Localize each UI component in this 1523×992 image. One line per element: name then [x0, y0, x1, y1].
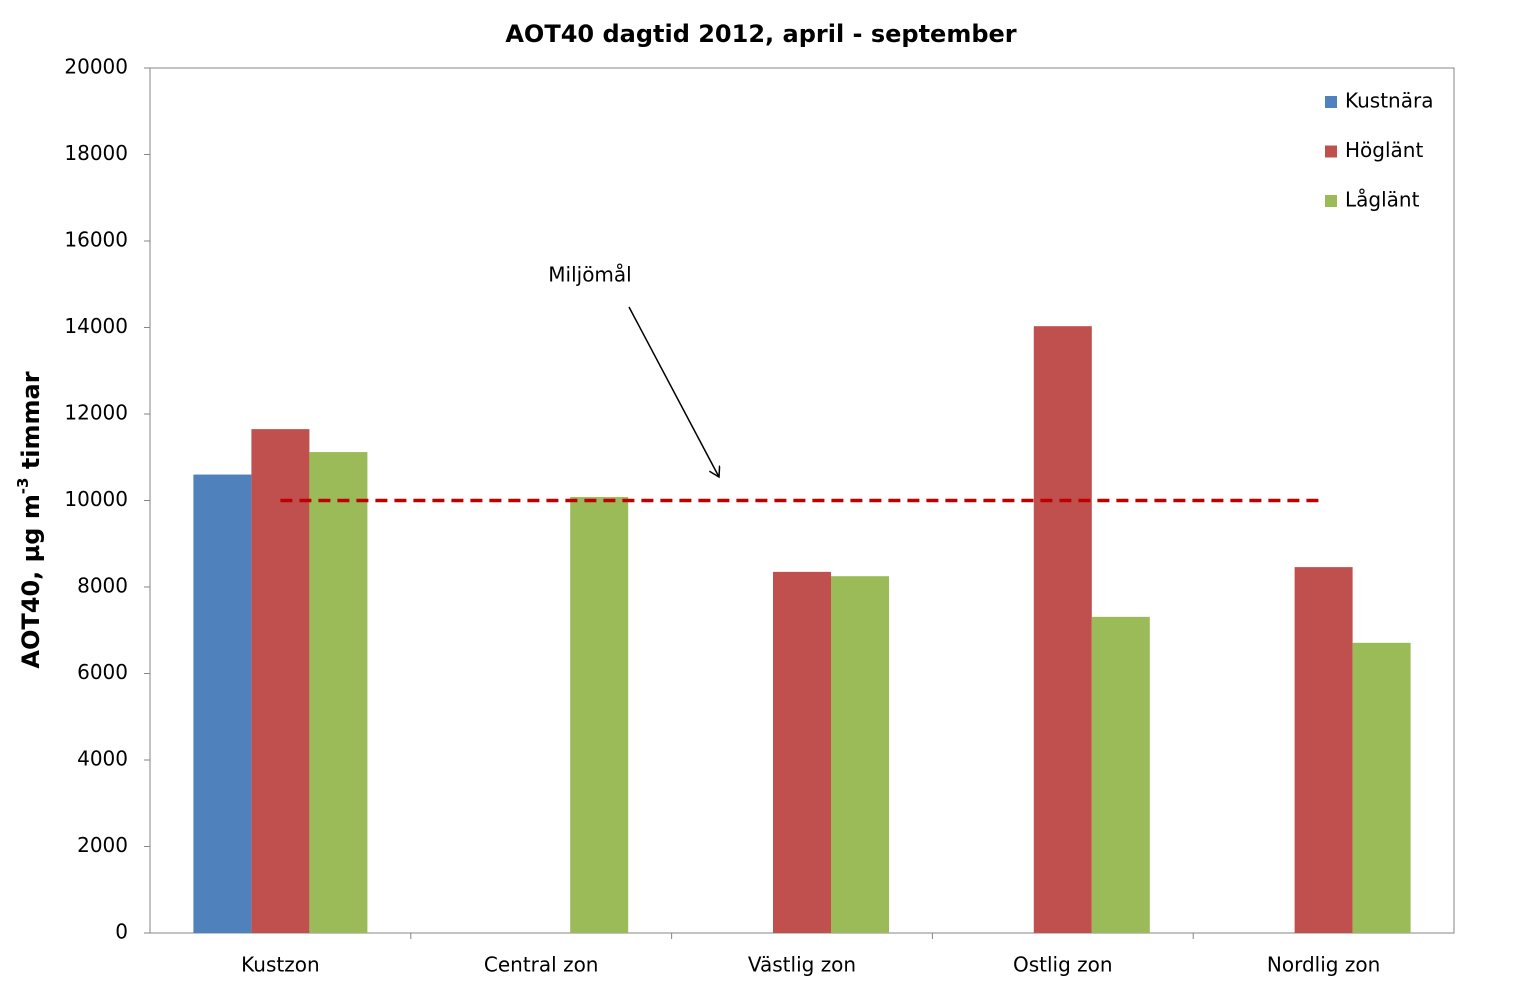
y-tick-label: 16000 — [64, 228, 128, 252]
y-axis-label-sup: -3 — [14, 478, 32, 495]
target-label: Miljömål — [548, 263, 631, 287]
y-tick-label: 0 — [115, 920, 128, 944]
x-tick-label: Kustzon — [241, 953, 319, 977]
x-tick-label: Västlig zon — [748, 953, 856, 977]
y-tick-label: 14000 — [64, 314, 128, 338]
y-tick-label: 10000 — [64, 487, 128, 511]
bar — [1352, 642, 1411, 933]
bar — [193, 474, 252, 933]
y-axis-label: AOT40, µg m-3 timmar — [14, 371, 46, 668]
x-tick-label: Central zon — [484, 953, 599, 977]
y-axis-label-suffix: timmar — [17, 371, 45, 477]
y-tick-label: 8000 — [77, 574, 128, 598]
bar — [1033, 326, 1092, 933]
y-tick-label: 18000 — [64, 141, 128, 165]
legend-swatch — [1325, 145, 1337, 158]
bar — [1091, 616, 1150, 933]
bar — [773, 571, 831, 933]
legend-label: Kustnära — [1345, 89, 1433, 113]
legend-label: Låglänt — [1345, 188, 1420, 212]
y-tick-label: 6000 — [77, 660, 128, 684]
y-tick-label: 4000 — [77, 747, 128, 771]
y-tick-label: 20000 — [64, 55, 128, 79]
y-tick-label: 2000 — [77, 833, 128, 857]
bar — [570, 497, 629, 933]
x-tick-label: Ostlig zon — [1013, 953, 1113, 977]
y-tick-label: 12000 — [64, 401, 128, 425]
legend-swatch — [1325, 195, 1337, 207]
annotation-arrow — [628, 306, 719, 477]
legend-label: Höglänt — [1345, 138, 1423, 162]
bar — [831, 576, 889, 933]
x-tick-label: Nordlig zon — [1267, 953, 1380, 977]
bar — [251, 429, 310, 933]
chart-title: AOT40 dagtid 2012, april - september — [505, 20, 1016, 48]
legend-swatch — [1325, 96, 1337, 108]
bar — [1294, 567, 1353, 933]
bar — [309, 452, 368, 933]
y-axis-label-main: AOT40, µg m — [17, 494, 45, 668]
